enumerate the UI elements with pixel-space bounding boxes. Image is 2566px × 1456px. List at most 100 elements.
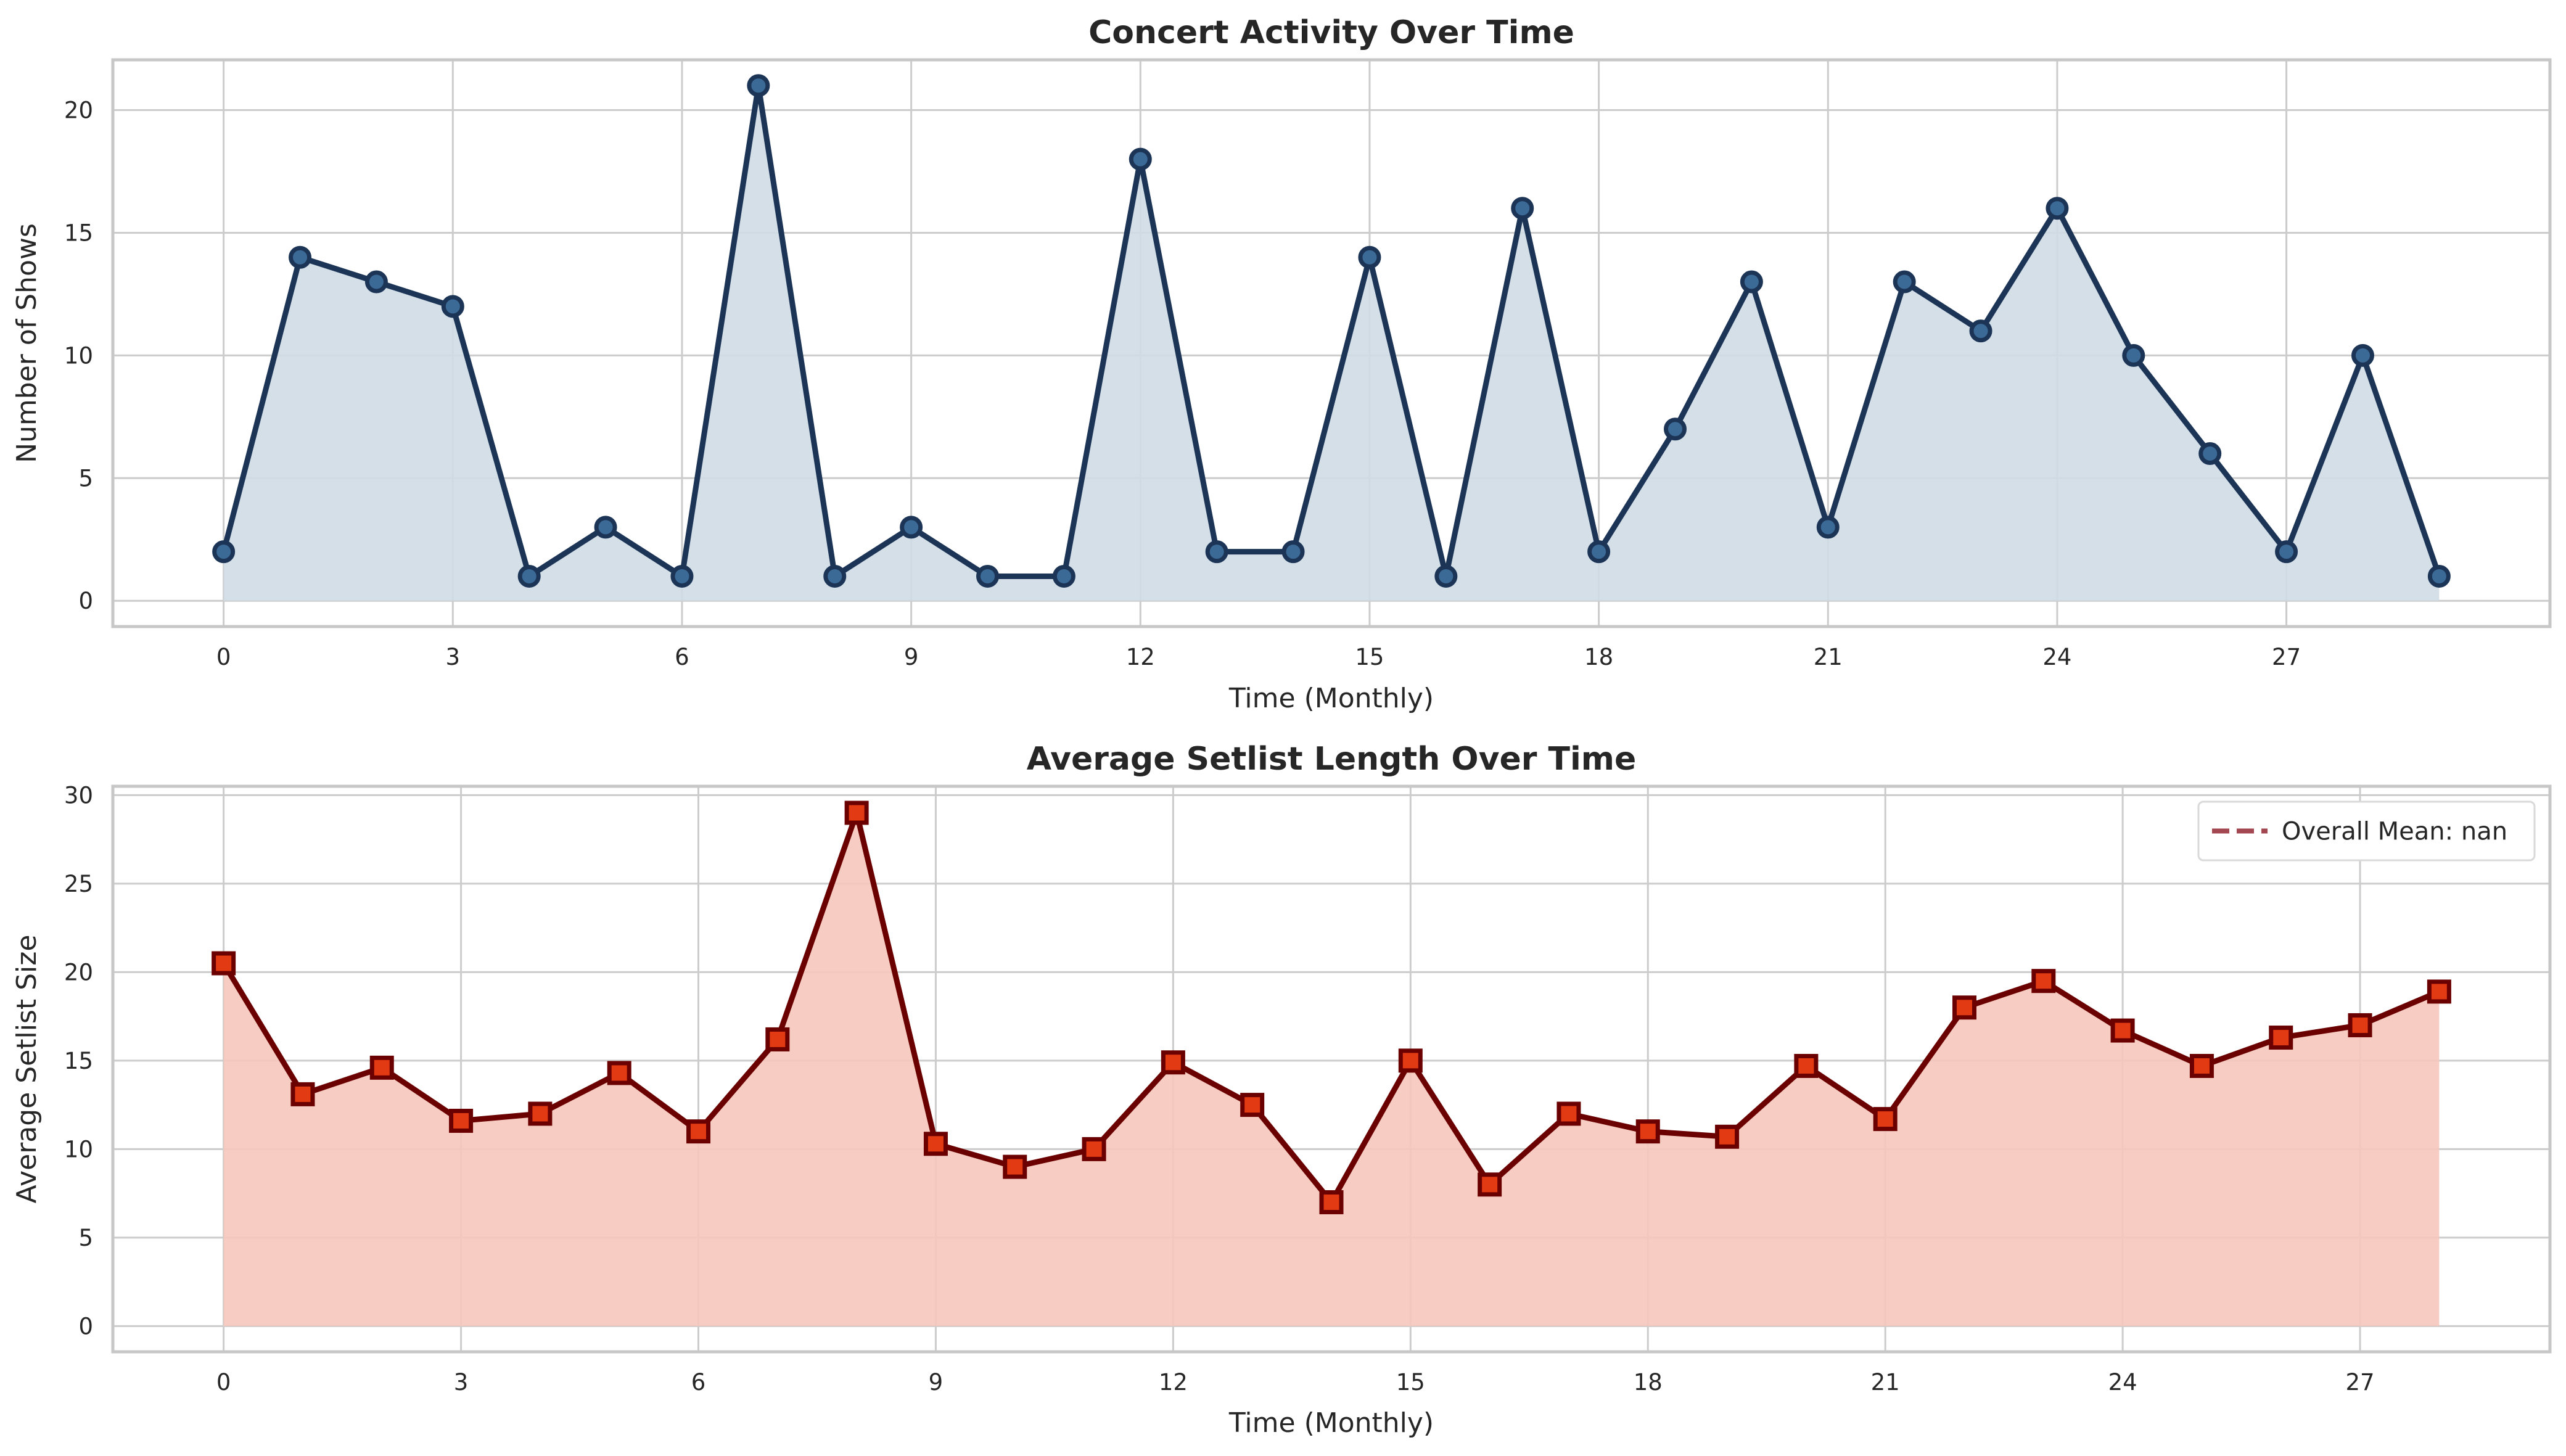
data-point-15 [1398, 1048, 1423, 1073]
data-point-23 [1969, 319, 1992, 343]
x-axis-label: Time (Monthly) [1228, 683, 1434, 714]
y-tick-label: 10 [64, 1136, 93, 1162]
data-point-12 [1129, 147, 1152, 171]
data-point-10 [1003, 1154, 1027, 1179]
data-point-24 [2110, 1018, 2135, 1043]
y-axis-label: Number of Shows [11, 223, 43, 463]
chart-title: Average Setlist Length Over Time [1027, 741, 1637, 778]
data-point-27 [2275, 540, 2298, 564]
x-tick-label: 15 [1396, 1369, 1425, 1396]
plot-frame [111, 784, 2552, 1354]
data-point-11 [1052, 564, 1075, 588]
x-tick-label: 18 [1634, 1369, 1663, 1396]
data-point-9 [923, 1132, 948, 1156]
y-tick-label: 0 [78, 1313, 93, 1339]
series-line [221, 83, 2442, 579]
x-tick-label: 9 [929, 1369, 944, 1396]
x-tick-label: 9 [904, 644, 919, 670]
data-point-10 [976, 564, 1000, 588]
data-point-13 [1240, 1093, 1265, 1117]
data-point-7 [765, 1027, 790, 1051]
data-point-2 [369, 1055, 394, 1080]
data-point-19 [1715, 1124, 1740, 1149]
data-point-18 [1635, 1119, 1660, 1144]
data-point-21 [1873, 1107, 1898, 1132]
x-tick-label: 12 [1159, 1369, 1188, 1396]
data-point-14 [1319, 1190, 1344, 1214]
chart-title: Concert Activity Over Time [1088, 14, 1574, 51]
data-point-14 [1281, 540, 1305, 564]
data-point-26 [2269, 1026, 2293, 1050]
x-tick-label: 24 [2042, 644, 2071, 670]
area-fill [223, 813, 2440, 1326]
data-point-3 [441, 295, 464, 318]
y-tick-label: 0 [78, 588, 93, 614]
data-point-1 [290, 1082, 315, 1106]
data-point-2 [364, 270, 388, 294]
data-point-23 [2031, 969, 2056, 993]
x-tick-label: 24 [2108, 1369, 2137, 1396]
data-point-6 [670, 564, 694, 588]
data-point-9 [900, 516, 923, 539]
y-tick-label: 5 [78, 465, 93, 492]
data-point-5 [594, 516, 617, 539]
data-point-25 [2189, 1053, 2214, 1078]
data-point-8 [844, 800, 869, 825]
data-point-29 [2427, 564, 2451, 588]
data-point-16 [1478, 1172, 1502, 1197]
y-tick-label: 15 [64, 220, 93, 246]
data-point-3 [449, 1108, 474, 1133]
legend-entry: Overall Mean: nan [2282, 818, 2507, 846]
y-tick-label: 15 [64, 1048, 93, 1074]
legend: Overall Mean: nan [2197, 800, 2536, 862]
data-point-15 [1358, 245, 1381, 269]
x-tick-label: 0 [216, 644, 231, 670]
legend-box [2197, 800, 2536, 862]
data-point-4 [528, 1101, 553, 1126]
data-point-21 [1816, 516, 1840, 539]
chart-panel-2: 0 3 6 9 12 15 18 21 24 27 0 5 10 15 20 25 30 Average Setl… [11, 741, 2552, 1439]
x-tick-label: 0 [216, 1369, 231, 1396]
y-tick-label: 10 [64, 342, 93, 369]
data-point-7 [747, 74, 770, 97]
y-tick-label: 30 [64, 782, 93, 808]
x-tick-label: 3 [454, 1369, 469, 1396]
data-point-20 [1740, 270, 1763, 294]
data-point-5 [607, 1061, 631, 1085]
data-point-28 [2427, 979, 2451, 1004]
data-point-27 [2348, 1013, 2372, 1037]
data-point-25 [2122, 343, 2145, 367]
data-point-20 [1794, 1053, 1819, 1078]
data-point-13 [1205, 540, 1228, 564]
data-point-1 [289, 245, 312, 269]
area-fill [223, 85, 2440, 601]
x-tick-label: 6 [675, 644, 689, 670]
data-point-24 [2046, 197, 2069, 220]
x-tick-label: 18 [1584, 644, 1613, 670]
x-tick-label: 21 [1814, 644, 1843, 670]
data-point-17 [1556, 1101, 1581, 1126]
y-tick-label: 20 [64, 97, 93, 124]
data-point-22 [1893, 270, 1916, 294]
x-tick-label: 27 [2272, 644, 2301, 670]
x-tick-label: 6 [691, 1369, 706, 1396]
chart-panel-1: 0 3 6 9 12 15 18 21 24 27 0 5 10 15 20 Concert Activity… [11, 14, 2552, 714]
x-tick-label: 12 [1126, 644, 1155, 670]
data-point-22 [1952, 995, 1976, 1020]
x-tick-label: 21 [1871, 1369, 1900, 1396]
data-point-18 [1587, 540, 1611, 564]
x-axis-label: Time (Monthly) [1228, 1407, 1434, 1439]
y-tick-label: 20 [64, 959, 93, 985]
data-point-26 [2198, 442, 2222, 466]
data-point-0 [212, 951, 236, 976]
data-point-11 [1082, 1137, 1106, 1161]
data-point-28 [2351, 343, 2374, 367]
plot-frame [111, 58, 2552, 628]
data-point-19 [1663, 417, 1687, 441]
data-point-12 [1161, 1050, 1185, 1075]
x-tick-label: 27 [2346, 1369, 2375, 1396]
y-axis-label: Average Setlist Size [11, 935, 43, 1204]
data-point-8 [823, 564, 847, 588]
data-point-16 [1434, 564, 1458, 588]
